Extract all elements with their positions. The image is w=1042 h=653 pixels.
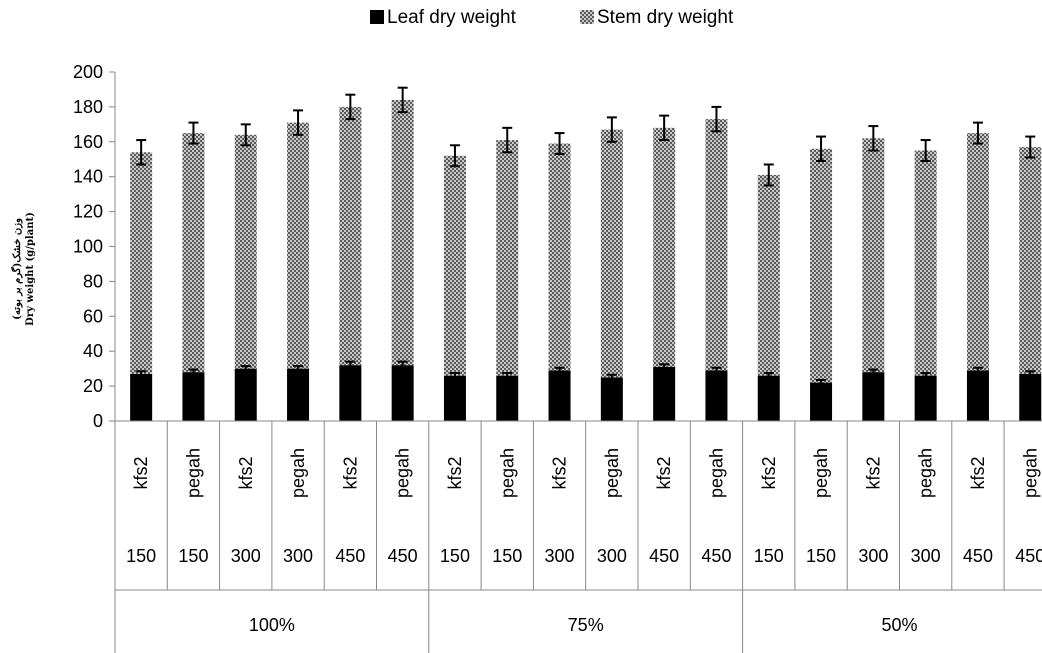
bar-leaf-13 (810, 382, 833, 421)
bar-stem-14 (862, 138, 885, 373)
bar-leaf-17 (1019, 373, 1042, 421)
y-tick-label: 120 (73, 202, 103, 222)
x-label-level: 150 (440, 546, 470, 566)
y-tick-label: 60 (83, 306, 103, 326)
x-axis: kfs2 150 pegah 150 kfs2 300 pegah 300 kfs2 450 peg… (114, 420, 1042, 653)
bar-stem-6 (443, 155, 466, 376)
bar-stem-16 (966, 133, 989, 371)
bar-stem-0 (130, 152, 153, 374)
bar-stem-12 (757, 174, 780, 376)
y-tick-label: 200 (73, 62, 103, 82)
x-label-level: 150 (754, 546, 784, 566)
bar-stem-17 (1019, 147, 1042, 374)
x-label-level: 450 (701, 546, 731, 566)
bar-stem-3 (287, 122, 310, 369)
bar-stem-2 (234, 134, 257, 369)
bar-stem-9 (600, 129, 623, 378)
x-label-group: 75% (568, 615, 604, 635)
x-label-level: 300 (858, 546, 888, 566)
x-label-cultivar: pegah (811, 448, 831, 498)
bar-stem-5 (391, 99, 414, 366)
bar-stem-7 (496, 140, 519, 376)
x-label-cultivar: kfs2 (236, 456, 256, 489)
y-tick-label: 140 (73, 167, 103, 187)
x-label-level: 450 (335, 546, 365, 566)
y-axis: 0 20 40 60 80 100 120 140 160 180 200 (73, 62, 116, 431)
x-label-level: 300 (283, 546, 313, 566)
x-label-cultivar: kfs2 (340, 456, 360, 489)
y-axis-title-english: Dry weight (g/plant) (25, 212, 36, 326)
x-label-cultivar: kfs2 (445, 456, 465, 489)
legend-swatch-stem (580, 10, 594, 24)
bar-leaf-4 (339, 365, 362, 421)
x-label-level: 300 (911, 546, 941, 566)
x-label-cultivar: kfs2 (654, 456, 674, 489)
bar-stem-15 (914, 150, 937, 376)
legend-label-leaf: Leaf dry weight (387, 7, 517, 28)
x-label-cultivar: kfs2 (131, 456, 151, 489)
y-tick-label: 40 (83, 341, 103, 361)
y-tick-label: 80 (83, 271, 103, 291)
y-tick-label: 160 (73, 132, 103, 152)
x-label-level: 300 (231, 546, 261, 566)
bar-stem-1 (182, 133, 205, 373)
bar-leaf-9 (600, 377, 623, 421)
bar-leaf-16 (966, 370, 989, 421)
x-label-level: 450 (649, 546, 679, 566)
x-label-cultivar: kfs2 (968, 456, 988, 489)
x-label-level: 300 (597, 546, 627, 566)
x-label-cultivar: pegah (916, 448, 936, 498)
bar-leaf-12 (757, 375, 780, 421)
bars (130, 86, 1042, 421)
x-label-level: 450 (963, 546, 993, 566)
y-axis-title: وزن خشک(گرم بر بوته) Dry weight (g/plant… (10, 212, 36, 326)
bar-stem-10 (653, 127, 676, 367)
legend-label-stem: Stem dry weight (597, 7, 734, 28)
legend-swatch-leaf (370, 10, 384, 24)
x-label-cultivar: pegah (288, 448, 308, 498)
bar-stem-13 (810, 148, 833, 383)
x-label-cultivar: kfs2 (863, 456, 883, 489)
x-label-level: 450 (388, 546, 418, 566)
bar-leaf-11 (705, 370, 728, 421)
x-label-cultivar: pegah (183, 448, 203, 498)
bar-leaf-3 (287, 368, 310, 421)
x-label-group: 50% (881, 615, 917, 635)
x-label-cultivar: pegah (393, 448, 413, 498)
bar-leaf-7 (496, 375, 519, 421)
x-label-level: 300 (545, 546, 575, 566)
bar-stem-8 (548, 143, 571, 371)
bar-stem-4 (339, 106, 362, 366)
bar-leaf-0 (130, 373, 153, 421)
y-tick-label: 180 (73, 97, 103, 117)
bar-stem-11 (705, 119, 728, 371)
x-label-cultivar: kfs2 (550, 456, 570, 489)
x-label-cultivar: pegah (706, 448, 726, 498)
x-label-cultivar: pegah (1020, 448, 1040, 498)
y-tick-label: 0 (93, 411, 103, 431)
bar-leaf-8 (548, 370, 571, 421)
bar-leaf-2 (234, 368, 257, 421)
x-label-level: 150 (806, 546, 836, 566)
x-label-cultivar: kfs2 (759, 456, 779, 489)
x-label-cultivar: pegah (497, 448, 517, 498)
legend: Leaf dry weight Stem dry weight (370, 7, 734, 28)
y-tick-label: 20 (83, 376, 103, 396)
x-label-level: 150 (178, 546, 208, 566)
x-label-cultivar: pegah (602, 448, 622, 498)
x-label-level: 150 (492, 546, 522, 566)
x-label-group: 100% (249, 615, 295, 635)
x-label-level: 450 (1015, 546, 1042, 566)
bar-leaf-1 (182, 372, 205, 421)
bar-leaf-6 (443, 375, 466, 421)
bar-leaf-5 (391, 365, 414, 421)
bar-leaf-10 (653, 366, 676, 421)
bar-leaf-15 (914, 375, 937, 421)
bar-leaf-14 (862, 372, 885, 421)
x-label-level: 150 (126, 546, 156, 566)
y-axis-title-persian: وزن خشک(گرم بر بوته) (10, 218, 23, 320)
y-tick-label: 100 (73, 237, 103, 257)
